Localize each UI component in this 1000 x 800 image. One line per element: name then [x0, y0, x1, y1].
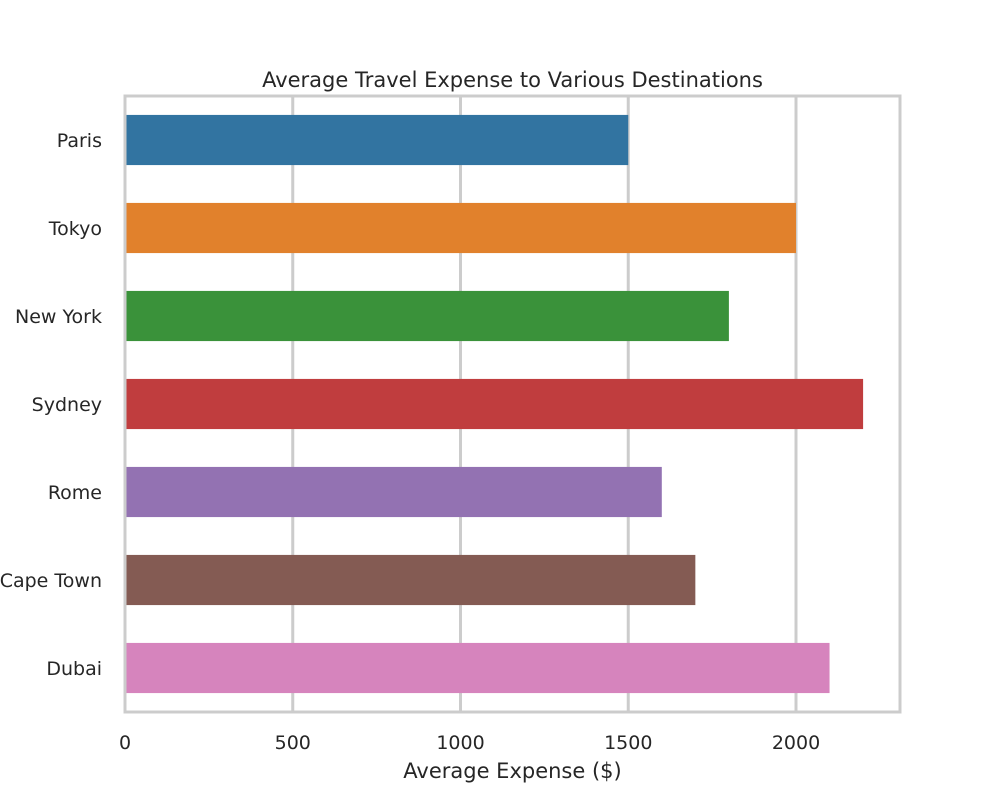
y-tick-label: Dubai	[46, 658, 102, 680]
x-tick-label: 0	[119, 732, 131, 754]
y-tick-label: New York	[15, 306, 102, 328]
x-axis-label: Average Expense ($)	[403, 759, 621, 783]
y-tick-label: Rome	[48, 482, 102, 504]
x-tick-label: 500	[275, 732, 311, 754]
bar-new-york	[125, 290, 729, 342]
bar-sydney	[125, 378, 864, 430]
y-tick-labels: Paris Tokyo New York Sydney Rome Cape Town Dub…	[0, 130, 102, 680]
x-tick-label: 1000	[436, 732, 484, 754]
y-tick-label: Cape Town	[0, 570, 102, 592]
plot-frame	[123, 94, 902, 714]
y-tick-label: Sydney	[32, 394, 102, 416]
chart-title: Average Travel Expense to Various Destin…	[262, 68, 763, 92]
bar-rome	[125, 466, 662, 518]
bars	[125, 114, 864, 694]
y-tick-label: Tokyo	[48, 218, 102, 240]
bar-dubai	[125, 642, 830, 694]
x-tick-labels: 0 500 1000 1500 2000	[119, 732, 820, 754]
y-tick-label: Paris	[57, 130, 102, 152]
bar-cape-town	[125, 554, 696, 606]
bar-paris	[125, 114, 629, 166]
bar-tokyo	[125, 202, 796, 254]
x-tick-label: 2000	[772, 732, 820, 754]
x-tick-label: 1500	[604, 732, 652, 754]
